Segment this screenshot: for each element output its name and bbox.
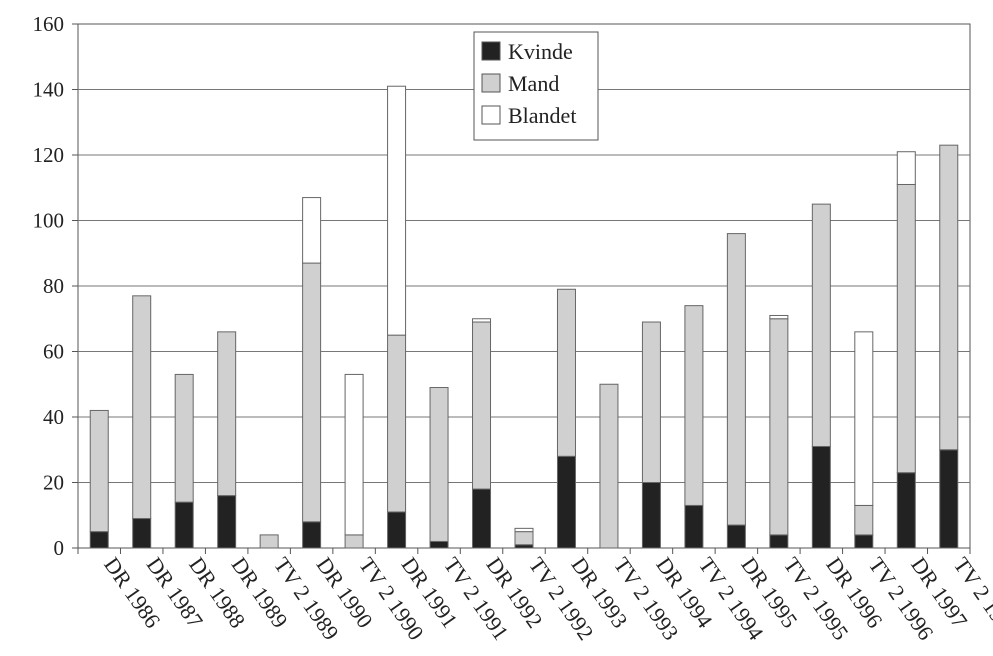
bar-mand: [472, 321, 492, 490]
y-tick-label: 0: [54, 536, 65, 560]
y-tick-label: 120: [33, 143, 65, 167]
bar-blandet: [302, 197, 322, 264]
bar-stack-tv-2-1994: [684, 305, 704, 549]
bar-stack-dr-1992: [472, 318, 492, 549]
bar-kvinde: [429, 540, 449, 549]
bar-mand: [854, 504, 874, 536]
bar-blandet: [896, 151, 916, 185]
bar-kvinde: [811, 445, 831, 549]
bar-kvinde: [641, 482, 661, 549]
bar-stack-tv-2-1990: [344, 373, 364, 549]
legend-label-blandet: Blandet: [508, 103, 576, 128]
bar-kvinde: [854, 534, 874, 549]
bar-blandet: [769, 314, 789, 320]
bar-mand: [387, 334, 407, 513]
y-tick-label: 100: [33, 209, 65, 233]
bar-mand: [726, 233, 746, 526]
bar-stack-dr-1994: [641, 321, 661, 549]
y-tick-label: 80: [43, 274, 64, 298]
bar-mand: [132, 295, 152, 520]
bar-kvinde: [726, 524, 746, 549]
bar-kvinde: [217, 495, 237, 549]
bar-stack-tv-2-1995: [769, 314, 789, 549]
bar-stack-tv-2-1993: [599, 383, 619, 549]
legend-swatch-blandet: [481, 105, 501, 125]
bar-kvinde: [174, 501, 194, 549]
bar-mand: [174, 373, 194, 503]
bar-mand: [599, 383, 619, 549]
bar-stack-tv-2-1989: [259, 534, 279, 549]
bar-mand: [684, 305, 704, 506]
bar-stack-dr-1990: [302, 197, 322, 549]
bar-kvinde: [939, 449, 959, 549]
legend: Kvinde Mand Blandet: [473, 31, 599, 141]
bar-blandet: [387, 85, 407, 336]
bar-mand: [811, 203, 831, 447]
bar-mand: [514, 531, 534, 546]
bar-stack-dr-1996: [811, 203, 831, 549]
bar-blandet: [344, 373, 364, 536]
bar-mand: [641, 321, 661, 483]
bar-mand: [89, 409, 109, 533]
bar-stack-tv-2-1991: [429, 387, 449, 549]
bar-kvinde: [472, 488, 492, 549]
bar-kvinde: [132, 518, 152, 549]
bar-blandet: [514, 527, 534, 533]
legend-swatch-kvinde: [481, 41, 501, 61]
bar-kvinde: [684, 504, 704, 549]
bar-stack-dr-1986: [89, 409, 109, 549]
bar-mand: [302, 262, 322, 523]
bar-kvinde: [896, 472, 916, 549]
y-tick-label: 160: [33, 12, 65, 36]
legend-label-kvinde: Kvinde: [508, 39, 573, 64]
bar-mand: [217, 331, 237, 497]
bar-stack-dr-1989: [217, 331, 237, 549]
bar-stack-dr-1988: [174, 373, 194, 549]
bar-stack-tv-2-1996: [854, 331, 874, 549]
bar-kvinde: [556, 455, 576, 549]
bar-stack-dr-1993: [556, 288, 576, 549]
bar-stack-dr-1995: [726, 233, 746, 549]
y-tick-label: 40: [43, 405, 64, 429]
bar-mand: [259, 534, 279, 549]
bar-blandet: [472, 318, 492, 323]
y-tick-label: 140: [33, 78, 65, 102]
bar-mand: [429, 387, 449, 542]
y-tick-label: 60: [43, 340, 64, 364]
bar-stack-tv-2-1997: [939, 144, 959, 549]
legend-label-mand: Mand: [508, 71, 559, 96]
bar-blandet: [854, 331, 874, 506]
bar-mand: [344, 534, 364, 549]
bar-stack-dr-1997: [896, 151, 916, 549]
bar-kvinde: [302, 521, 322, 549]
bar-mand: [939, 144, 959, 451]
bar-mand: [896, 183, 916, 474]
bar-mand: [556, 288, 576, 457]
y-tick-label: 20: [43, 471, 64, 495]
bar-kvinde: [89, 531, 109, 549]
legend-swatch-mand: [481, 73, 501, 93]
bar-kvinde: [769, 534, 789, 549]
bar-mand: [769, 318, 789, 536]
bar-kvinde: [387, 511, 407, 549]
bar-stack-dr-1987: [132, 295, 152, 549]
bar-stack-dr-1991: [387, 85, 407, 549]
bar-stack-tv-2-1992: [514, 527, 534, 549]
